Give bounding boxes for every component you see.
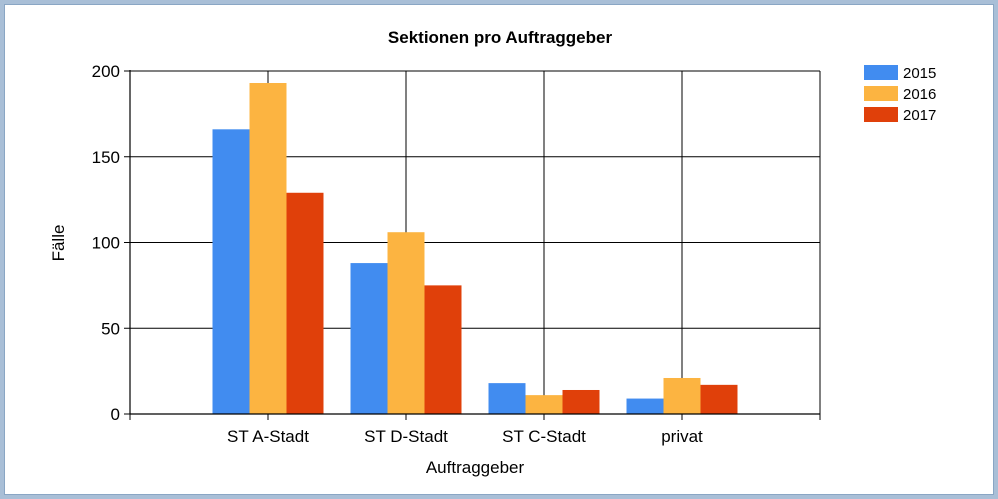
y-tick-label: 200 xyxy=(92,62,120,81)
legend-label-2017: 2017 xyxy=(903,107,936,124)
bar-chart: Sektionen pro Auftraggeber 050100150200 … xyxy=(49,28,936,477)
bar-2017-3 xyxy=(700,384,738,414)
x-axis-label: Auftraggeber xyxy=(426,458,525,477)
x-tick-label: ST C-Stadt xyxy=(502,427,586,446)
y-tick-label: 0 xyxy=(111,405,120,424)
bar-2016-1 xyxy=(387,232,425,414)
y-axis-label: Fälle xyxy=(49,225,68,262)
bar-2015-1 xyxy=(350,263,388,414)
axes xyxy=(124,70,821,420)
legend-label-2015: 2015 xyxy=(903,65,936,82)
y-tick-label: 150 xyxy=(92,148,120,167)
bar-2017-2 xyxy=(562,389,600,414)
bar-2017-1 xyxy=(424,285,462,414)
bar-2015-0 xyxy=(212,129,250,414)
x-tick-label: privat xyxy=(661,427,703,446)
chart-title: Sektionen pro Auftraggeber xyxy=(388,28,613,47)
bar-2015-2 xyxy=(488,383,526,414)
bar-2015-3 xyxy=(626,398,664,414)
x-tick-labels: ST A-Stadt ST D-Stadt ST C-Stadt privat xyxy=(227,427,703,446)
legend-swatch-2015 xyxy=(864,65,898,80)
x-tick-label: ST A-Stadt xyxy=(227,427,309,446)
x-tick-label: ST D-Stadt xyxy=(364,427,448,446)
bar-2016-0 xyxy=(249,83,287,414)
bar-2016-2 xyxy=(525,395,563,414)
chart-frame: Sektionen pro Auftraggeber 0 50 100 150 200 … xyxy=(4,4,994,495)
legend-swatch-2017 xyxy=(864,107,898,122)
y-tick-label: 50 xyxy=(101,319,120,338)
legend-swatch-2016 xyxy=(864,86,898,101)
bar-2017-0 xyxy=(286,192,324,414)
legend: 2015 2016 2017 xyxy=(864,65,936,124)
legend-label-2016: 2016 xyxy=(903,86,936,103)
bar-2016-3 xyxy=(663,377,701,414)
bars xyxy=(212,83,738,414)
y-tick-labels: 0 50 100 150 200 xyxy=(92,62,120,424)
y-tick-label: 100 xyxy=(92,234,120,253)
